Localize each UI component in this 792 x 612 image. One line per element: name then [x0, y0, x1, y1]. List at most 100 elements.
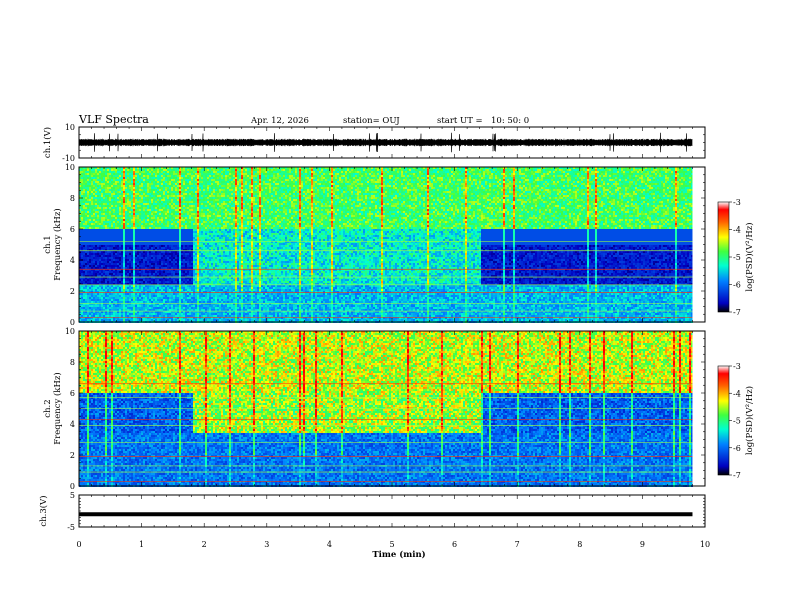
spectrogram-cell [119, 247, 121, 249]
spectrogram-cell [135, 235, 137, 237]
spectrogram-cell [153, 257, 155, 259]
spectrogram-cell [153, 247, 155, 249]
spectrogram-cell [131, 185, 133, 187]
spectrogram-cell [85, 201, 87, 203]
spectrogram-cell [133, 209, 135, 211]
spectrogram-cell [139, 207, 141, 209]
spectrogram-cell [83, 189, 85, 191]
spectrogram-cell [151, 201, 153, 203]
spectrogram-cell [141, 253, 143, 255]
spectrogram-cell [91, 235, 93, 237]
spectrogram-cell [123, 309, 125, 311]
spectrogram-cell [89, 203, 91, 205]
spectrogram-cell [153, 281, 155, 283]
spectrogram-cell [93, 217, 95, 219]
spectrogram-cell [97, 313, 99, 315]
spectrogram-cell [85, 191, 87, 193]
spectrogram-cell [133, 171, 135, 173]
spectrogram-cell [145, 231, 147, 233]
spectrogram-cell [113, 213, 115, 215]
spectrogram-cell [155, 307, 157, 309]
spectrogram-cell [83, 177, 85, 179]
spectrogram-cell [141, 205, 143, 207]
spectrogram-cell [105, 185, 107, 187]
spectrogram-cell [135, 221, 137, 223]
spectrogram-cell [111, 213, 113, 215]
spectrogram-cell [153, 211, 155, 213]
spectrogram-cell [125, 295, 127, 297]
spectrogram-cell [85, 185, 87, 187]
spectrogram-cell [133, 197, 135, 199]
spectrogram-cell [91, 309, 93, 311]
spectrogram-cell [91, 185, 93, 187]
spectrogram-cell [127, 177, 129, 179]
spectrogram-cell [135, 259, 137, 261]
spectrogram-cell [99, 199, 101, 201]
spectrogram-cell [117, 257, 119, 259]
spectrogram-cell [95, 173, 97, 175]
spectrogram-cell [129, 221, 131, 223]
spectrogram-cell [133, 193, 135, 195]
spectrogram-cell [129, 193, 131, 195]
spectrogram-cell [83, 181, 85, 183]
spectrogram-cell [129, 173, 131, 175]
spectrogram-cell [143, 307, 145, 309]
spectrogram-cell [89, 267, 91, 269]
spectrogram-cell [133, 183, 135, 185]
spectrogram-cell [107, 219, 109, 221]
spectrogram-cell [125, 301, 127, 303]
spectrogram-cell [91, 315, 93, 317]
spectrogram-cell [87, 263, 89, 265]
spectrogram-cell [81, 207, 83, 209]
spectrogram-cell [115, 173, 117, 175]
spectrogram-cell [107, 171, 109, 173]
spectrogram-cell [83, 221, 85, 223]
spectrogram-cell [111, 215, 113, 217]
spectrogram-cell [125, 309, 127, 311]
spectrogram-cell [131, 261, 133, 263]
spectrogram-cell [119, 261, 121, 263]
spectrogram-cell [117, 185, 119, 187]
spectrogram-cell [147, 199, 149, 201]
spectrogram-cell [149, 229, 151, 231]
spectrogram-cell [153, 267, 155, 269]
spectrogram-cell [109, 233, 111, 235]
spectrogram-cell [117, 263, 119, 265]
spectrogram-cell [155, 295, 157, 297]
spectrogram-cell [109, 209, 111, 211]
spectrogram-cell [147, 259, 149, 261]
spectrogram-cell [139, 187, 141, 189]
spectrogram-cell [125, 267, 127, 269]
spectrogram-cell [153, 261, 155, 263]
spectrogram-cell [137, 279, 139, 281]
spectrogram-cell [141, 285, 143, 287]
spectrogram-cell [145, 179, 147, 181]
spectrogram-cell [95, 185, 97, 187]
spectrogram-cell [121, 191, 123, 193]
spectrogram-cell [145, 245, 147, 247]
spectrogram-cell [119, 197, 121, 199]
spectrogram-cell [81, 223, 83, 225]
spectrogram-cell [95, 179, 97, 181]
spectrogram-cell [129, 183, 131, 185]
spectrogram-cell [89, 211, 91, 213]
spectrogram-cell [113, 261, 115, 263]
spectrogram-cell [143, 251, 145, 253]
spectrogram-cell [111, 295, 113, 297]
spectrogram-cell [135, 239, 137, 241]
spectrogram-cell [113, 193, 115, 195]
spectrogram-cell [113, 205, 115, 207]
spectrogram-cell [131, 299, 133, 301]
spectrogram-cell [147, 289, 149, 291]
spectrogram-cell [143, 239, 145, 241]
spectrogram-cell [125, 195, 127, 197]
spectrogram-cell [93, 207, 95, 209]
spectrogram-cell [141, 289, 143, 291]
spectrogram-cell [91, 233, 93, 235]
spectrogram-cell [119, 237, 121, 239]
spectrogram-cell [83, 281, 85, 283]
spectrogram-cell [83, 235, 85, 237]
spectrogram-cell [85, 193, 87, 195]
spectrogram-cell [127, 295, 129, 297]
spectrogram-cell [145, 305, 147, 307]
